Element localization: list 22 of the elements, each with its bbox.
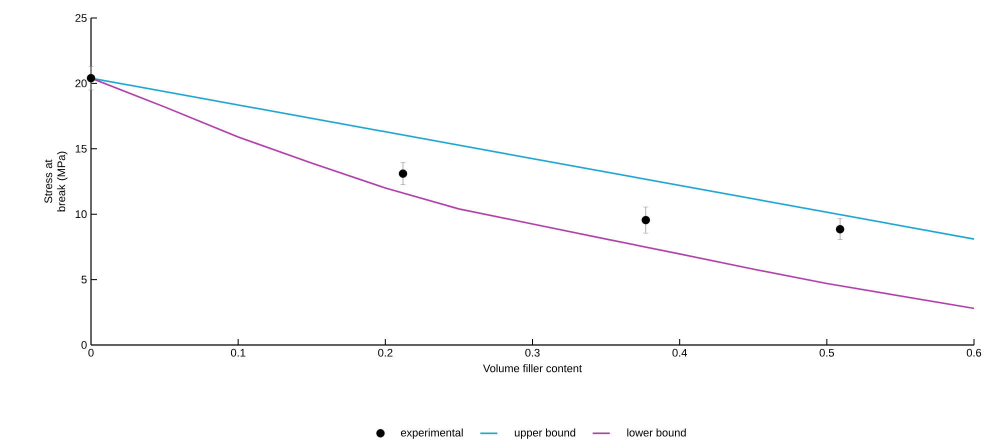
legend-label: lower bound xyxy=(627,428,686,437)
y-tick-label: 5 xyxy=(81,276,87,284)
y-tick-label: 20 xyxy=(75,80,87,88)
legend-label: upper bound xyxy=(514,428,576,439)
x-tick-label: 0 xyxy=(88,348,94,357)
point xyxy=(642,216,650,224)
y-tick-label: 10 xyxy=(76,210,87,218)
x-tick-label: 0.5 xyxy=(820,348,834,357)
x-tick-label: 0.3 xyxy=(525,348,540,357)
point xyxy=(836,225,844,234)
point xyxy=(86,74,96,82)
x-axis-title: Volume filler content xyxy=(483,364,582,372)
point xyxy=(398,169,408,178)
y-axis-title: Stress at break (MPa) xyxy=(44,152,68,212)
x-tick-label: 0.2 xyxy=(378,348,392,357)
x-tick-label: 0.6 xyxy=(966,348,982,357)
y-tick-label: 15 xyxy=(76,144,87,153)
y-tick-label: 25 xyxy=(75,14,87,22)
x-tick-label: 0.1 xyxy=(230,348,246,357)
legend-label: experimental xyxy=(400,428,463,439)
y-tick-label: 0 xyxy=(81,341,87,349)
x-tick-label: 0.4 xyxy=(672,348,687,357)
